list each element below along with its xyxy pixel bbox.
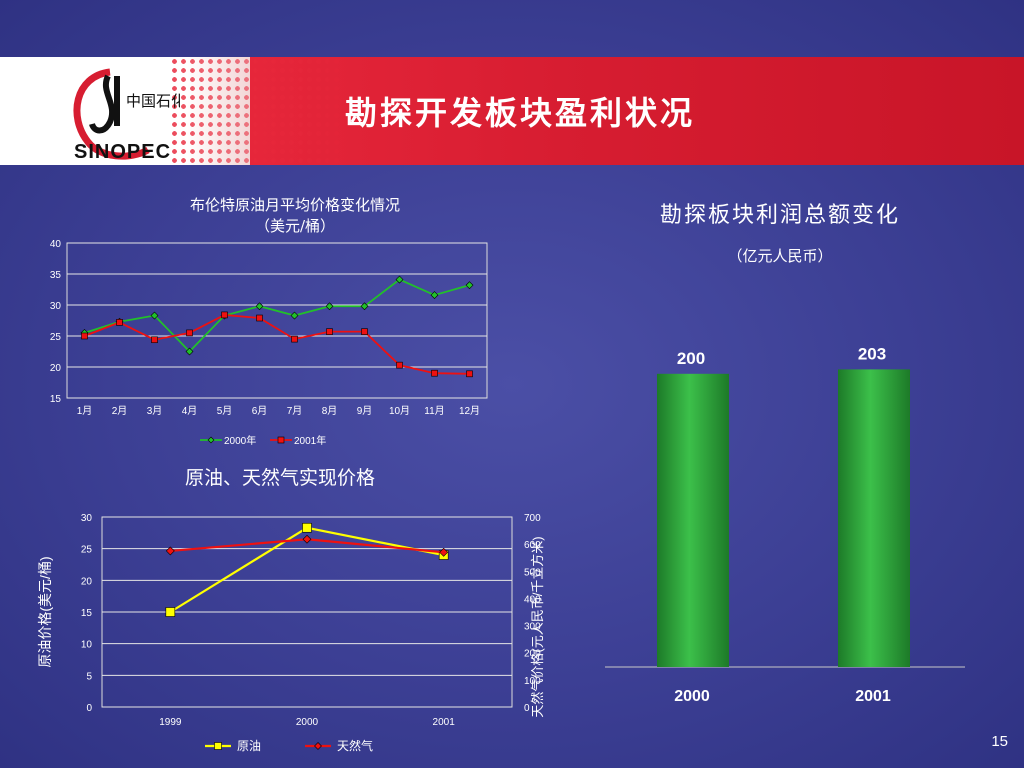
data-point [325, 302, 334, 311]
y-axis-label: 原油价格(美元/桶) [37, 556, 53, 667]
x-tick-label: 5月 [217, 405, 233, 417]
y-tick-label: 35 [50, 270, 62, 281]
data-point [256, 314, 263, 322]
data-point [185, 347, 194, 356]
data-point [165, 546, 175, 556]
data-point [302, 534, 312, 544]
x-tick-label: 3月 [147, 405, 163, 417]
data-point [186, 329, 193, 337]
data-point [360, 302, 369, 311]
banner-dot-pattern [170, 57, 340, 165]
x-tick-label: 1月 [77, 405, 93, 417]
y2-tick-label: 200 [524, 649, 541, 660]
x-tick-label: 8月 [322, 405, 338, 417]
brent-chart-title: 布伦特原油月平均价格变化情况 [189, 196, 400, 214]
slide-title: 勘探开发板块盈利状况 [345, 94, 696, 132]
x-tick-label: 4月 [182, 405, 198, 417]
brent-price-chart: 15 20 25 30 35 40 1月 2月 3月 4月 5月 6月 7月 8月 9月 10月 11月 12月 2… [50, 239, 488, 447]
y2-tick-label: 0 [524, 703, 530, 714]
data-point [466, 370, 473, 378]
legend-label: 天然气 [337, 738, 373, 753]
data-point [326, 328, 333, 335]
y-tick-label: 0 [86, 703, 92, 714]
y2-tick-label: 700 [524, 513, 541, 524]
data-label: 203 [858, 344, 886, 363]
x-tick-label: 2001 [433, 717, 456, 728]
y-tick-label: 15 [81, 608, 93, 619]
data-point [396, 361, 403, 369]
y2-tick-label: 400 [524, 594, 541, 605]
y2-tick-label: 500 [524, 567, 541, 578]
y-tick-label: 15 [50, 394, 62, 405]
banner-right-panel [250, 57, 1024, 165]
y-tick-label: 25 [81, 545, 93, 556]
legend-marker [207, 436, 215, 444]
bar-2001 [838, 369, 910, 667]
y-tick-label: 30 [50, 301, 62, 312]
data-point [431, 369, 438, 377]
legend-label: 原油 [237, 739, 261, 753]
data-point [255, 302, 264, 311]
x-tick-label: 9月 [357, 405, 373, 417]
profit-chart-title: 勘探板块利润总额变化 [659, 203, 900, 228]
x-tick-label: 2月 [112, 405, 128, 417]
y-tick-label: 40 [50, 239, 62, 250]
x-tick-label: 2000 [674, 688, 710, 705]
profit-chart-subtitle: （亿元人民币） [727, 247, 833, 265]
x-tick-label: 7月 [287, 405, 303, 417]
y-tick-label: 10 [81, 640, 93, 651]
y2-tick-label: 300 [524, 622, 541, 633]
profit-bar-chart: 200 2000 203 2001 [605, 344, 965, 705]
y-tick-label: 20 [50, 363, 62, 374]
data-point [439, 547, 449, 557]
bar-2000 [657, 373, 729, 667]
price-chart-title: 原油、天然气实现价格 [184, 467, 375, 489]
series-line-2000年 [84, 278, 470, 353]
legend-label: 2000年 [224, 434, 256, 447]
page-number: 15 [991, 733, 1008, 750]
legend-marker [277, 436, 285, 444]
y2-tick-label: 600 [524, 540, 541, 551]
sinopec-logo: 中国石化 SINOPEC [73, 68, 180, 162]
data-point [116, 319, 123, 326]
data-point [165, 607, 176, 617]
x-tick-label: 11月 [424, 405, 444, 417]
y-tick-label: 20 [81, 576, 93, 587]
y2-tick-label: 100 [524, 676, 541, 687]
x-tick-label: 10月 [389, 405, 410, 417]
x-tick-label: 1999 [159, 717, 182, 728]
data-point [81, 332, 88, 340]
series-line-2001年 [84, 314, 470, 375]
y-tick-label: 30 [81, 513, 93, 524]
x-tick-label: 6月 [252, 405, 268, 417]
legend-marker [314, 742, 322, 750]
x-tick-label: 2001 [855, 688, 891, 705]
data-point [290, 311, 299, 320]
title-banner: 中国石化 SINOPEC 勘探开发板块盈利状况 [0, 57, 1024, 165]
legend-label: 2001年 [294, 434, 326, 447]
data-point [361, 328, 368, 335]
y-tick-label: 5 [86, 671, 92, 682]
data-point [291, 335, 298, 343]
y-tick-label: 25 [50, 332, 62, 343]
logo-chinese-text: 中国石化 [126, 93, 180, 110]
data-point [395, 275, 404, 284]
data-point [221, 311, 228, 319]
data-point [151, 336, 158, 344]
x-tick-label: 12月 [459, 405, 480, 417]
data-point [150, 311, 159, 320]
y2-axis-label: 天然气价格(元人民币/千立方米) [530, 536, 545, 717]
data-point [430, 291, 439, 300]
legend-marker [214, 742, 222, 750]
data-point [302, 522, 312, 533]
data-point [465, 281, 474, 290]
data-label: 200 [677, 349, 705, 368]
logo-wordmark: SINOPEC [74, 141, 171, 162]
x-tick-label: 2000 [296, 717, 319, 728]
brent-chart-subtitle: （美元/桶） [254, 217, 336, 235]
